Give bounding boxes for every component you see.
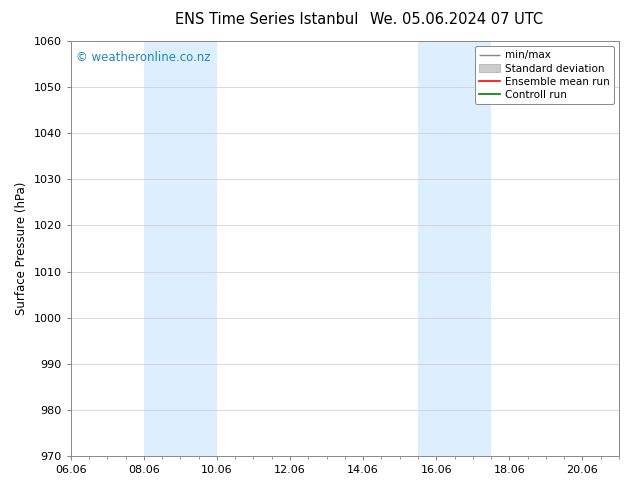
Text: We. 05.06.2024 07 UTC: We. 05.06.2024 07 UTC xyxy=(370,12,543,27)
Bar xyxy=(144,41,217,456)
Text: © weatheronline.co.nz: © weatheronline.co.nz xyxy=(76,51,210,64)
Y-axis label: Surface Pressure (hPa): Surface Pressure (hPa) xyxy=(15,182,28,315)
Text: ENS Time Series Istanbul: ENS Time Series Istanbul xyxy=(174,12,358,27)
Bar xyxy=(418,41,491,456)
Legend: min/max, Standard deviation, Ensemble mean run, Controll run: min/max, Standard deviation, Ensemble me… xyxy=(475,46,614,104)
